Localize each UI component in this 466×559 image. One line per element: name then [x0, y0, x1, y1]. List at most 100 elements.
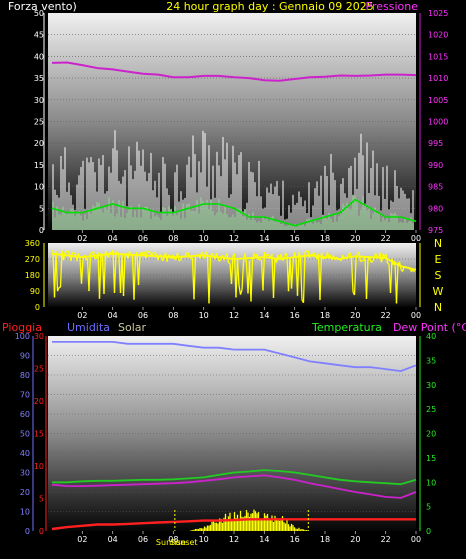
x-tick-label: 12	[229, 234, 239, 243]
x-tick-label: 20	[350, 535, 360, 544]
x-tick-label: 16	[290, 535, 300, 544]
y-tick-label: 45	[34, 31, 44, 40]
y-tick-label: 50	[34, 9, 44, 18]
x-tick-label: 06	[138, 311, 148, 320]
x-tick-label: 10	[199, 234, 209, 243]
y-tick-label: 975	[428, 226, 443, 235]
x-tick-label: 12	[229, 311, 239, 320]
y-tick-label: 1020	[428, 31, 448, 40]
x-tick-label: 18	[320, 535, 330, 544]
x-tick-label: 02	[77, 234, 87, 243]
x-tick-label: 10	[199, 535, 209, 544]
x-tick-label: 04	[108, 234, 118, 243]
x-tick-label: 02	[77, 311, 87, 320]
direction-stroke	[65, 252, 67, 253]
x-tick-label: 12	[229, 535, 239, 544]
x-tick-label: 22	[381, 234, 391, 243]
compass-label: N	[434, 301, 442, 314]
x-tick-label: 18	[320, 311, 330, 320]
x-tick-label: 22	[381, 535, 391, 544]
x-tick-label: 00	[411, 535, 421, 544]
x-tick-label: 04	[108, 311, 118, 320]
y-tick-label: 60	[20, 410, 30, 419]
y-tick-label: 5	[39, 204, 44, 213]
y-tick-label: 25	[34, 118, 44, 127]
direction-stroke	[73, 252, 75, 253]
x-tick-label: 20	[350, 311, 360, 320]
temperature-legend: Temperatura	[311, 321, 382, 334]
compass-label: S	[435, 269, 442, 282]
y-tick-label: 0	[426, 527, 431, 536]
y-tick-label: 40	[34, 52, 44, 61]
y-tick-label: 35	[34, 74, 44, 83]
direction-stroke	[371, 261, 373, 262]
y-tick-label: 20	[426, 430, 436, 439]
dewpoint-legend: Dew Point (°C)	[393, 321, 466, 334]
compass-label: E	[435, 253, 442, 266]
x-tick-label: 18	[320, 234, 330, 243]
y-tick-label: 360	[25, 239, 40, 248]
chart-title: 24 hour graph day : Gennaio 09 2025	[166, 0, 374, 13]
x-tick-label: 08	[168, 311, 178, 320]
sunset-label: Sunset	[170, 538, 197, 547]
y-tick-label: 10	[34, 183, 44, 192]
y-tick-label: 25	[34, 365, 44, 374]
y-tick-label: 1015	[428, 52, 448, 61]
y-tick-label: 995	[428, 139, 443, 148]
y-tick-label: 20	[20, 488, 30, 497]
y-tick-label: 5	[426, 503, 431, 512]
humidity-legend: Umidita	[67, 321, 110, 334]
y-tick-label: 80	[20, 371, 30, 380]
x-tick-label: 06	[138, 234, 148, 243]
y-tick-label: 15	[426, 454, 436, 463]
compass-label: W	[433, 285, 444, 298]
y-tick-label: 1000	[428, 118, 448, 127]
direction-stroke	[229, 263, 231, 264]
y-tick-label: 30	[426, 381, 436, 390]
x-tick-label: 10	[199, 311, 209, 320]
y-tick-label: 0	[25, 527, 30, 536]
y-tick-label: 1025	[428, 9, 448, 18]
x-tick-label: 14	[259, 535, 269, 544]
x-tick-label: 06	[138, 535, 148, 544]
x-tick-label: 14	[259, 234, 269, 243]
compass-label: N	[434, 237, 442, 250]
x-tick-label: 20	[350, 234, 360, 243]
x-tick-label: 02	[77, 535, 87, 544]
y-tick-label: 90	[20, 352, 30, 361]
direction-stroke	[305, 251, 307, 252]
y-tick-label: 0	[35, 303, 40, 312]
y-tick-label: 20	[34, 397, 44, 406]
y-tick-label: 985	[428, 183, 443, 192]
direction-stroke	[362, 260, 364, 261]
direction-stroke	[74, 253, 76, 254]
y-tick-label: 40	[20, 449, 30, 458]
y-tick-label: 30	[34, 96, 44, 105]
rain-legend: Pioggia	[2, 321, 42, 334]
y-tick-label: 10	[34, 462, 44, 471]
pressure-axis-title: Pressione	[366, 0, 419, 13]
y-tick-label: 1010	[428, 74, 448, 83]
x-tick-label: 00	[411, 311, 421, 320]
y-tick-label: 5	[39, 495, 44, 504]
y-tick-label: 25	[426, 405, 436, 414]
y-tick-label: 980	[428, 204, 443, 213]
y-tick-label: 10	[20, 508, 30, 517]
y-tick-label: 270	[25, 255, 40, 264]
y-tick-label: 35	[426, 356, 436, 365]
y-tick-label: 30	[20, 469, 30, 478]
direction-stroke	[323, 258, 325, 259]
x-tick-label: 16	[290, 234, 300, 243]
y-tick-label: 0	[39, 527, 44, 536]
y-tick-label: 0	[39, 226, 44, 235]
y-tick-label: 1005	[428, 96, 448, 105]
x-tick-label: 14	[259, 311, 269, 320]
y-tick-label: 10	[426, 478, 436, 487]
x-tick-label: 22	[381, 311, 391, 320]
x-tick-label: 08	[168, 234, 178, 243]
y-tick-label: 180	[25, 271, 40, 280]
x-tick-label: 04	[108, 535, 118, 544]
y-tick-label: 15	[34, 161, 44, 170]
